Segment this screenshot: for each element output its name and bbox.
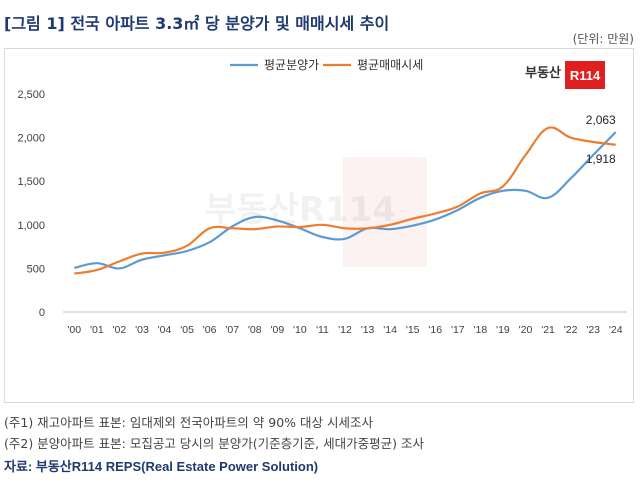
legend-label: 평균분양가 bbox=[264, 58, 319, 72]
x-tick-label: '04 bbox=[158, 324, 172, 336]
x-tick-label: '16 bbox=[428, 324, 442, 336]
x-tick-label: '10 bbox=[293, 324, 307, 336]
logo-mark-box bbox=[565, 61, 605, 89]
logo-mark-text: R114 bbox=[570, 68, 601, 83]
series-line-avg-presale bbox=[74, 131, 617, 270]
x-tick-label: '14 bbox=[383, 324, 397, 336]
x-tick-label: '07 bbox=[225, 324, 239, 336]
x-tick-label: '23 bbox=[586, 324, 600, 336]
x-tick-label: '06 bbox=[203, 324, 217, 336]
unit-label: (단위: 만원) bbox=[572, 32, 634, 46]
source-text: 부동산R114 REPS(Real Estate Power Solution) bbox=[35, 459, 319, 474]
y-tick-label: 0 bbox=[39, 307, 45, 319]
y-tick-label: 2,000 bbox=[17, 133, 45, 145]
data-label: 2,063 bbox=[586, 113, 616, 127]
x-tick-label: '02 bbox=[113, 324, 127, 336]
source-label: 자료: bbox=[4, 459, 33, 474]
x-tick-label: '13 bbox=[361, 324, 375, 336]
x-tick-label: '11 bbox=[316, 324, 329, 336]
x-tick-label: '18 bbox=[474, 324, 488, 336]
note-1: (주1) 재고아파트 표본: 임대제외 전국아파트의 약 90% 대상 시세조사 bbox=[4, 415, 373, 430]
source-line: 자료: 부동산R114 REPS(Real Estate Power Solut… bbox=[4, 456, 318, 475]
x-tick-label: '00 bbox=[67, 324, 81, 336]
watermark-text: 부동산R114 bbox=[205, 190, 396, 230]
x-tick-label: '20 bbox=[519, 324, 533, 336]
data-label: 1,918 bbox=[586, 152, 616, 166]
x-tick-label: '24 bbox=[609, 324, 623, 336]
x-tick-label: '22 bbox=[564, 324, 578, 336]
chart-area: 부동산R114 부동산 R114 0 500 1,000 1,500 2,000 2,500'0… bbox=[4, 48, 634, 403]
x-tick-label: '12 bbox=[338, 324, 352, 336]
x-tick-label: '09 bbox=[270, 324, 284, 336]
x-tick-label: '05 bbox=[180, 324, 194, 336]
y-tick-label: 1,500 bbox=[17, 176, 45, 188]
x-tick-label: '19 bbox=[496, 324, 510, 336]
x-tick-label: '21 bbox=[541, 324, 555, 336]
series-line-avg-market bbox=[74, 126, 616, 275]
x-tick-label: '03 bbox=[135, 324, 149, 336]
legend-label: 평균매매시세 bbox=[357, 58, 423, 72]
notes: (주1) 재고아파트 표본: 임대제외 전국아파트의 약 90% 대상 시세조사… bbox=[4, 412, 424, 454]
x-tick-label: '17 bbox=[451, 324, 465, 336]
y-tick-label: 1,000 bbox=[17, 220, 45, 232]
x-tick-label: '01 bbox=[90, 324, 104, 336]
y-tick-label: 500 bbox=[27, 263, 45, 275]
page-title: [그림 1] 전국 아파트 3.3㎡ 당 분양가 및 매매시세 추이 bbox=[4, 14, 390, 33]
x-tick-label: '08 bbox=[248, 324, 262, 336]
note-2: (주2) 분양아파트 표본: 모집공고 당시의 분양가(기준층기준, 세대가중평… bbox=[4, 436, 424, 451]
x-tick-label: '15 bbox=[406, 324, 420, 336]
logo-brand: 부동산 bbox=[525, 65, 561, 81]
y-tick-label: 2,500 bbox=[17, 89, 45, 101]
watermark-mark bbox=[343, 157, 427, 267]
